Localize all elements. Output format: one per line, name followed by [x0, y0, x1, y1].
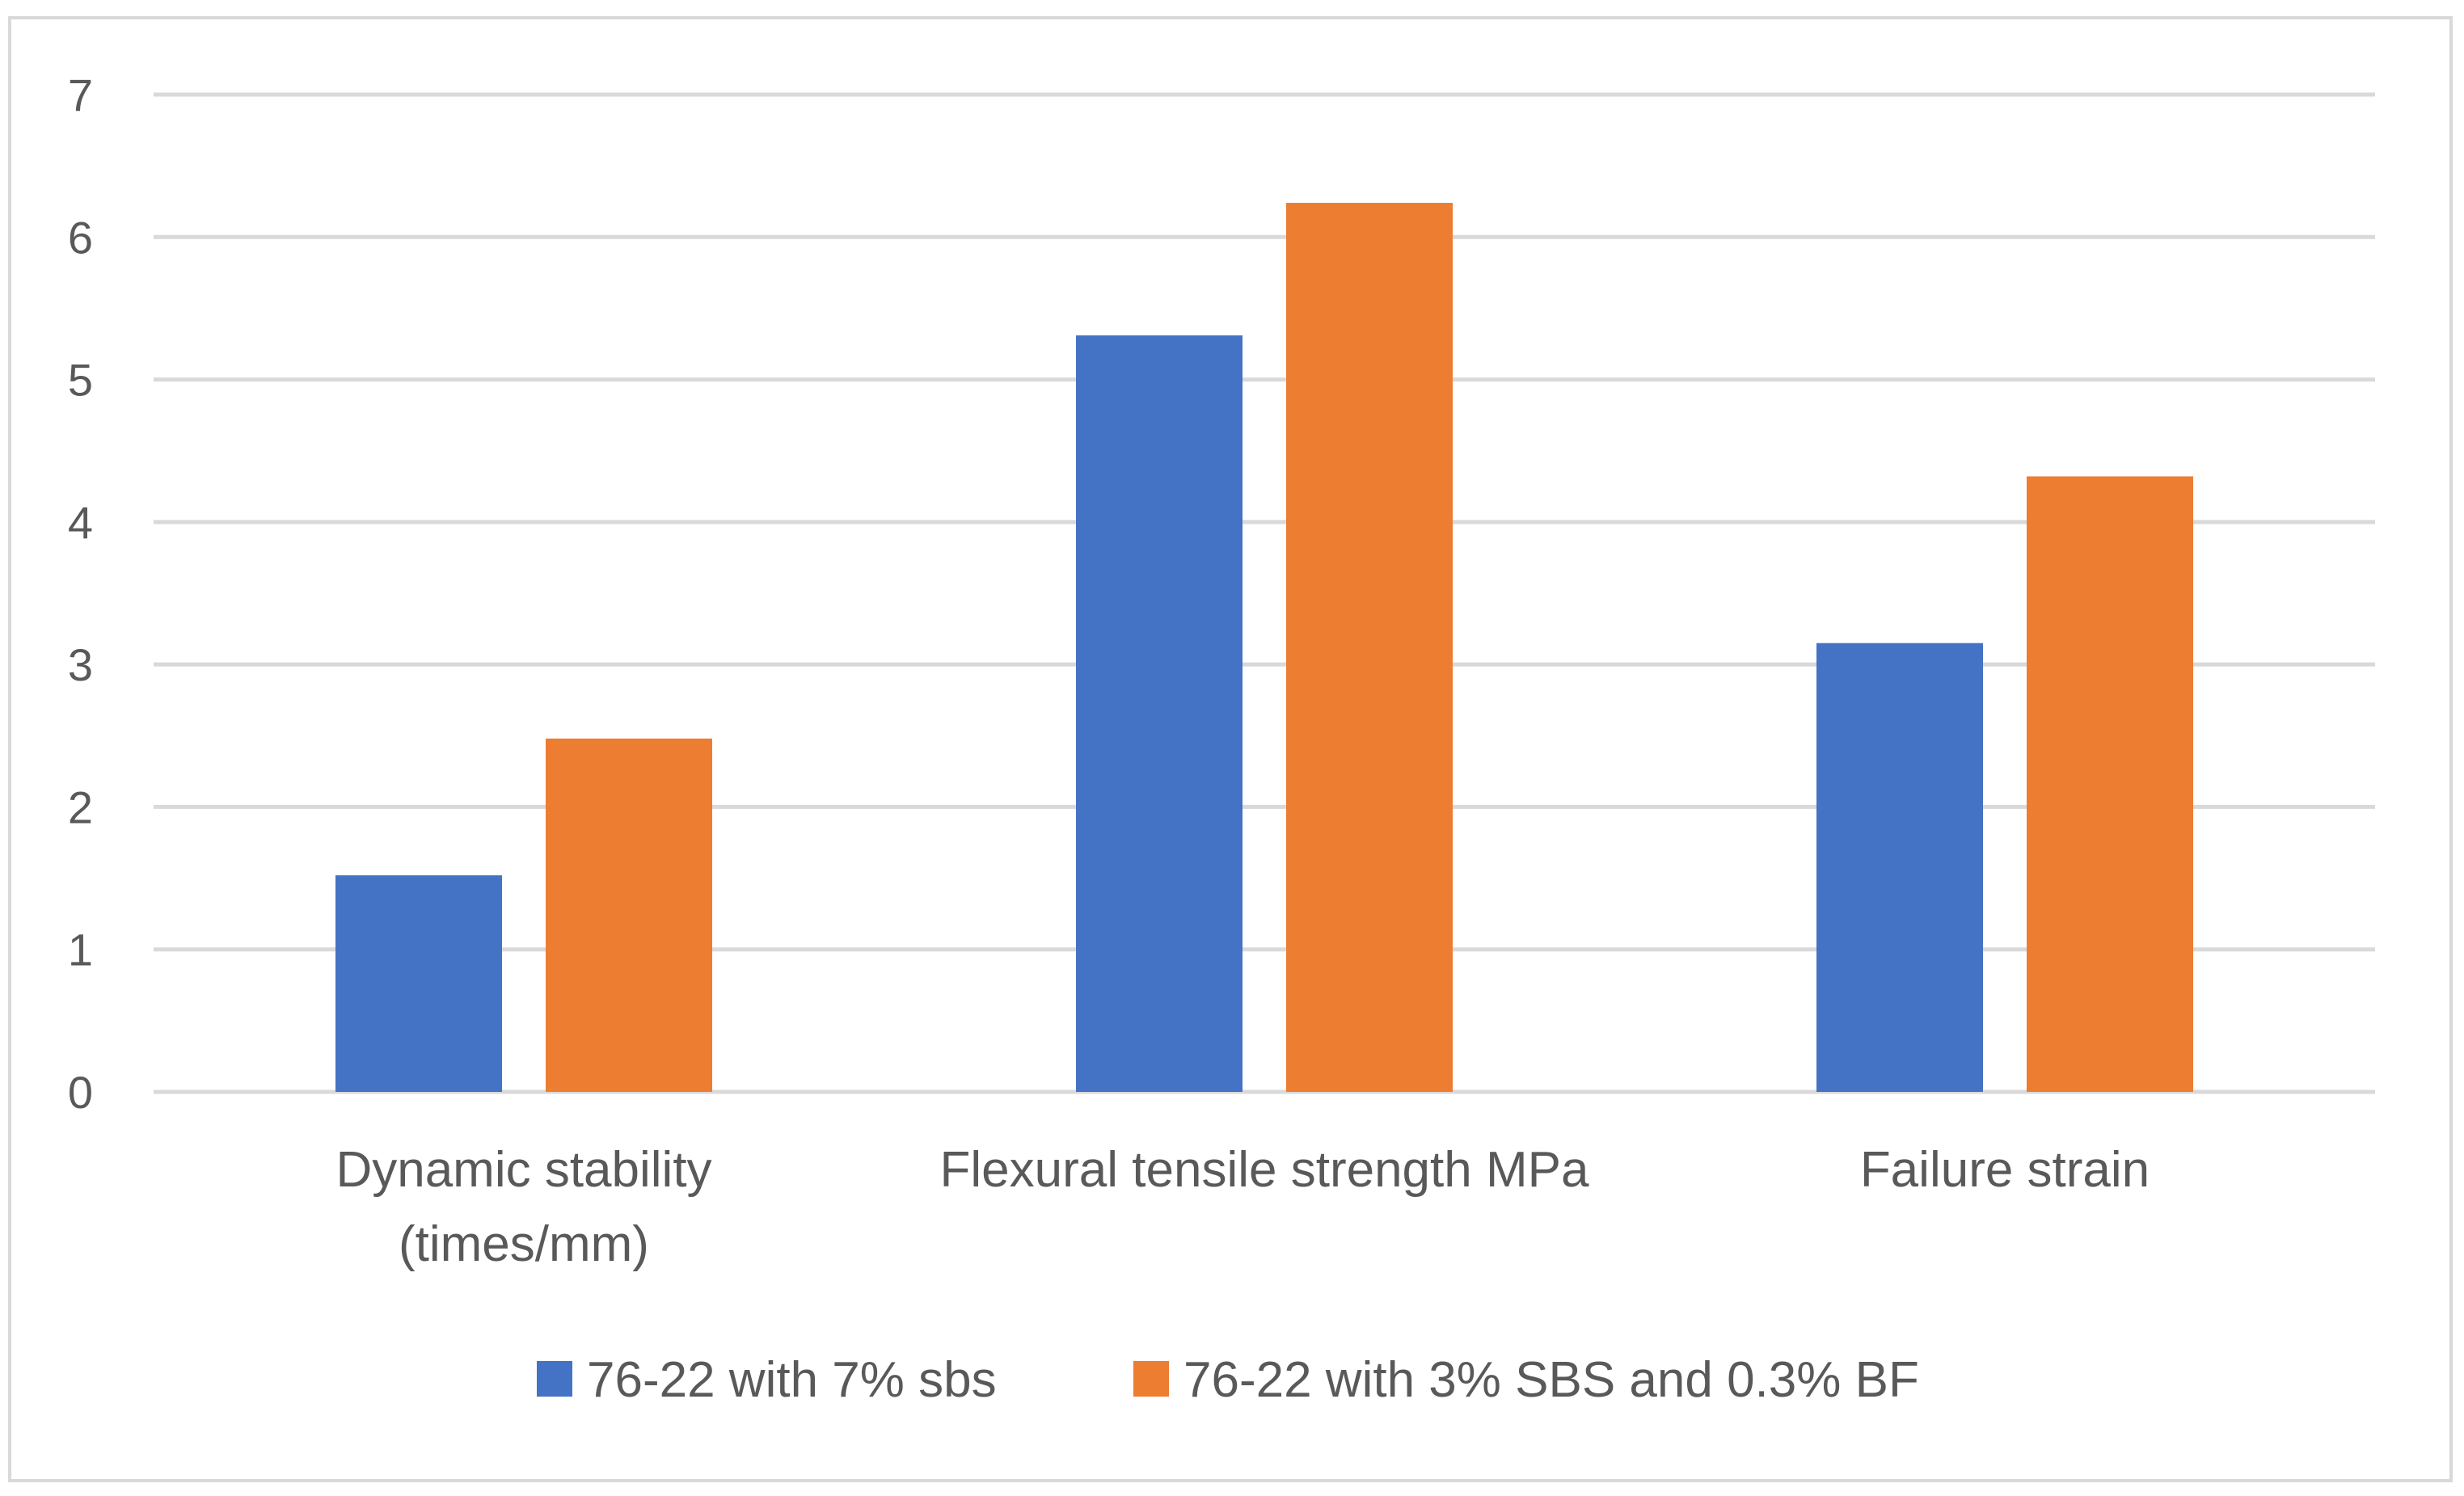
legend-label: 76-22 with 7% sbs	[587, 1352, 997, 1408]
x-category-label: Flexural tensile strength MPa	[940, 1142, 1589, 1198]
bar-series2	[2027, 476, 2193, 1092]
gridlines	[154, 92, 2375, 1094]
bar-series1	[1076, 335, 1243, 1092]
x-axis-category-labels: Dynamic stability (times/mm) Flexural tens…	[335, 1142, 2150, 1272]
y-tick-label: 2	[68, 782, 93, 832]
legend-swatch	[1133, 1361, 1169, 1397]
y-tick-label: 4	[68, 497, 93, 548]
y-tick-label: 1	[68, 925, 93, 976]
legend-label: 76-22 with 3% SBS and 0.3% BF	[1183, 1352, 1919, 1408]
x-category-label: Dynamic stability	[335, 1142, 711, 1198]
y-tick-label: 7	[68, 70, 93, 120]
bar-series2	[1286, 202, 1453, 1092]
y-tick-label: 6	[68, 212, 93, 263]
y-tick-label: 0	[68, 1067, 93, 1118]
x-category-label: Failure strain	[1860, 1142, 2150, 1198]
bar-series1	[1816, 643, 1983, 1092]
y-tick-label: 3	[68, 639, 93, 690]
legend-swatch	[537, 1361, 572, 1397]
bar-series1	[335, 875, 502, 1092]
y-tick-label: 5	[68, 355, 93, 406]
legend: 76-22 with 7% sbs 76-22 with 3% SBS and 0…	[537, 1352, 1919, 1408]
bar-series2	[546, 738, 712, 1092]
y-axis-tick-labels: 0 1 2 3 4 5 6 7	[68, 70, 93, 1118]
bars	[335, 202, 2193, 1092]
x-category-label: (times/mm)	[399, 1216, 649, 1272]
